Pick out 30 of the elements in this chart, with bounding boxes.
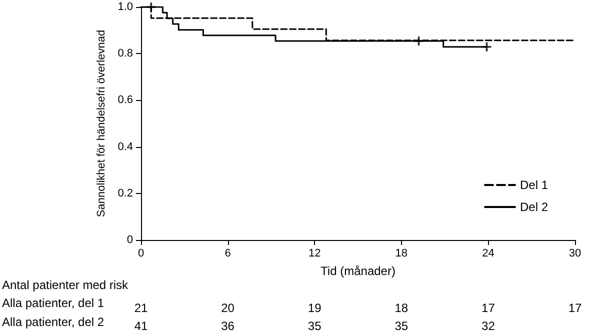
text: 32 <box>482 319 496 333</box>
y-tick-label: 1.0 <box>118 1 133 13</box>
text: 19 <box>308 301 322 315</box>
text: 36 <box>221 319 235 333</box>
x-tick-label: 18 <box>395 248 408 260</box>
text: 17 <box>568 301 582 315</box>
y-axis-title: Sannolikhet för händelsefri överlevnad <box>95 30 108 218</box>
y-tick-label: 0.6 <box>118 94 133 106</box>
y-tick-label: 0.2 <box>118 187 133 200</box>
x-tick-label: 24 <box>482 248 494 260</box>
legend-label: Del 1 <box>520 178 548 192</box>
text: 35 <box>394 319 408 333</box>
text: 21 <box>134 301 148 315</box>
text: 41 <box>134 319 148 333</box>
x-tick-label: 12 <box>308 248 321 260</box>
y-tick-label: 0 <box>126 234 133 246</box>
x-axis-title: Tid (månader) <box>320 264 396 278</box>
x-tick-label: 30 <box>568 248 582 260</box>
y-tick-label: 0.4 <box>118 140 133 153</box>
text: Antal patienter med risk <box>2 278 130 292</box>
legend-label: Del 2 <box>520 200 548 214</box>
y-tick-label: 0.8 <box>118 48 133 60</box>
text: 18 <box>394 301 408 315</box>
text: 35 <box>308 319 322 333</box>
x-tick-label: 0 <box>138 248 144 260</box>
x-tick-label: 6 <box>224 248 231 260</box>
text: 17 <box>482 301 496 315</box>
text: Alla patienter, del 2 <box>2 315 104 329</box>
text: 20 <box>221 301 235 315</box>
text: Alla patienter, del 1 <box>2 296 104 310</box>
